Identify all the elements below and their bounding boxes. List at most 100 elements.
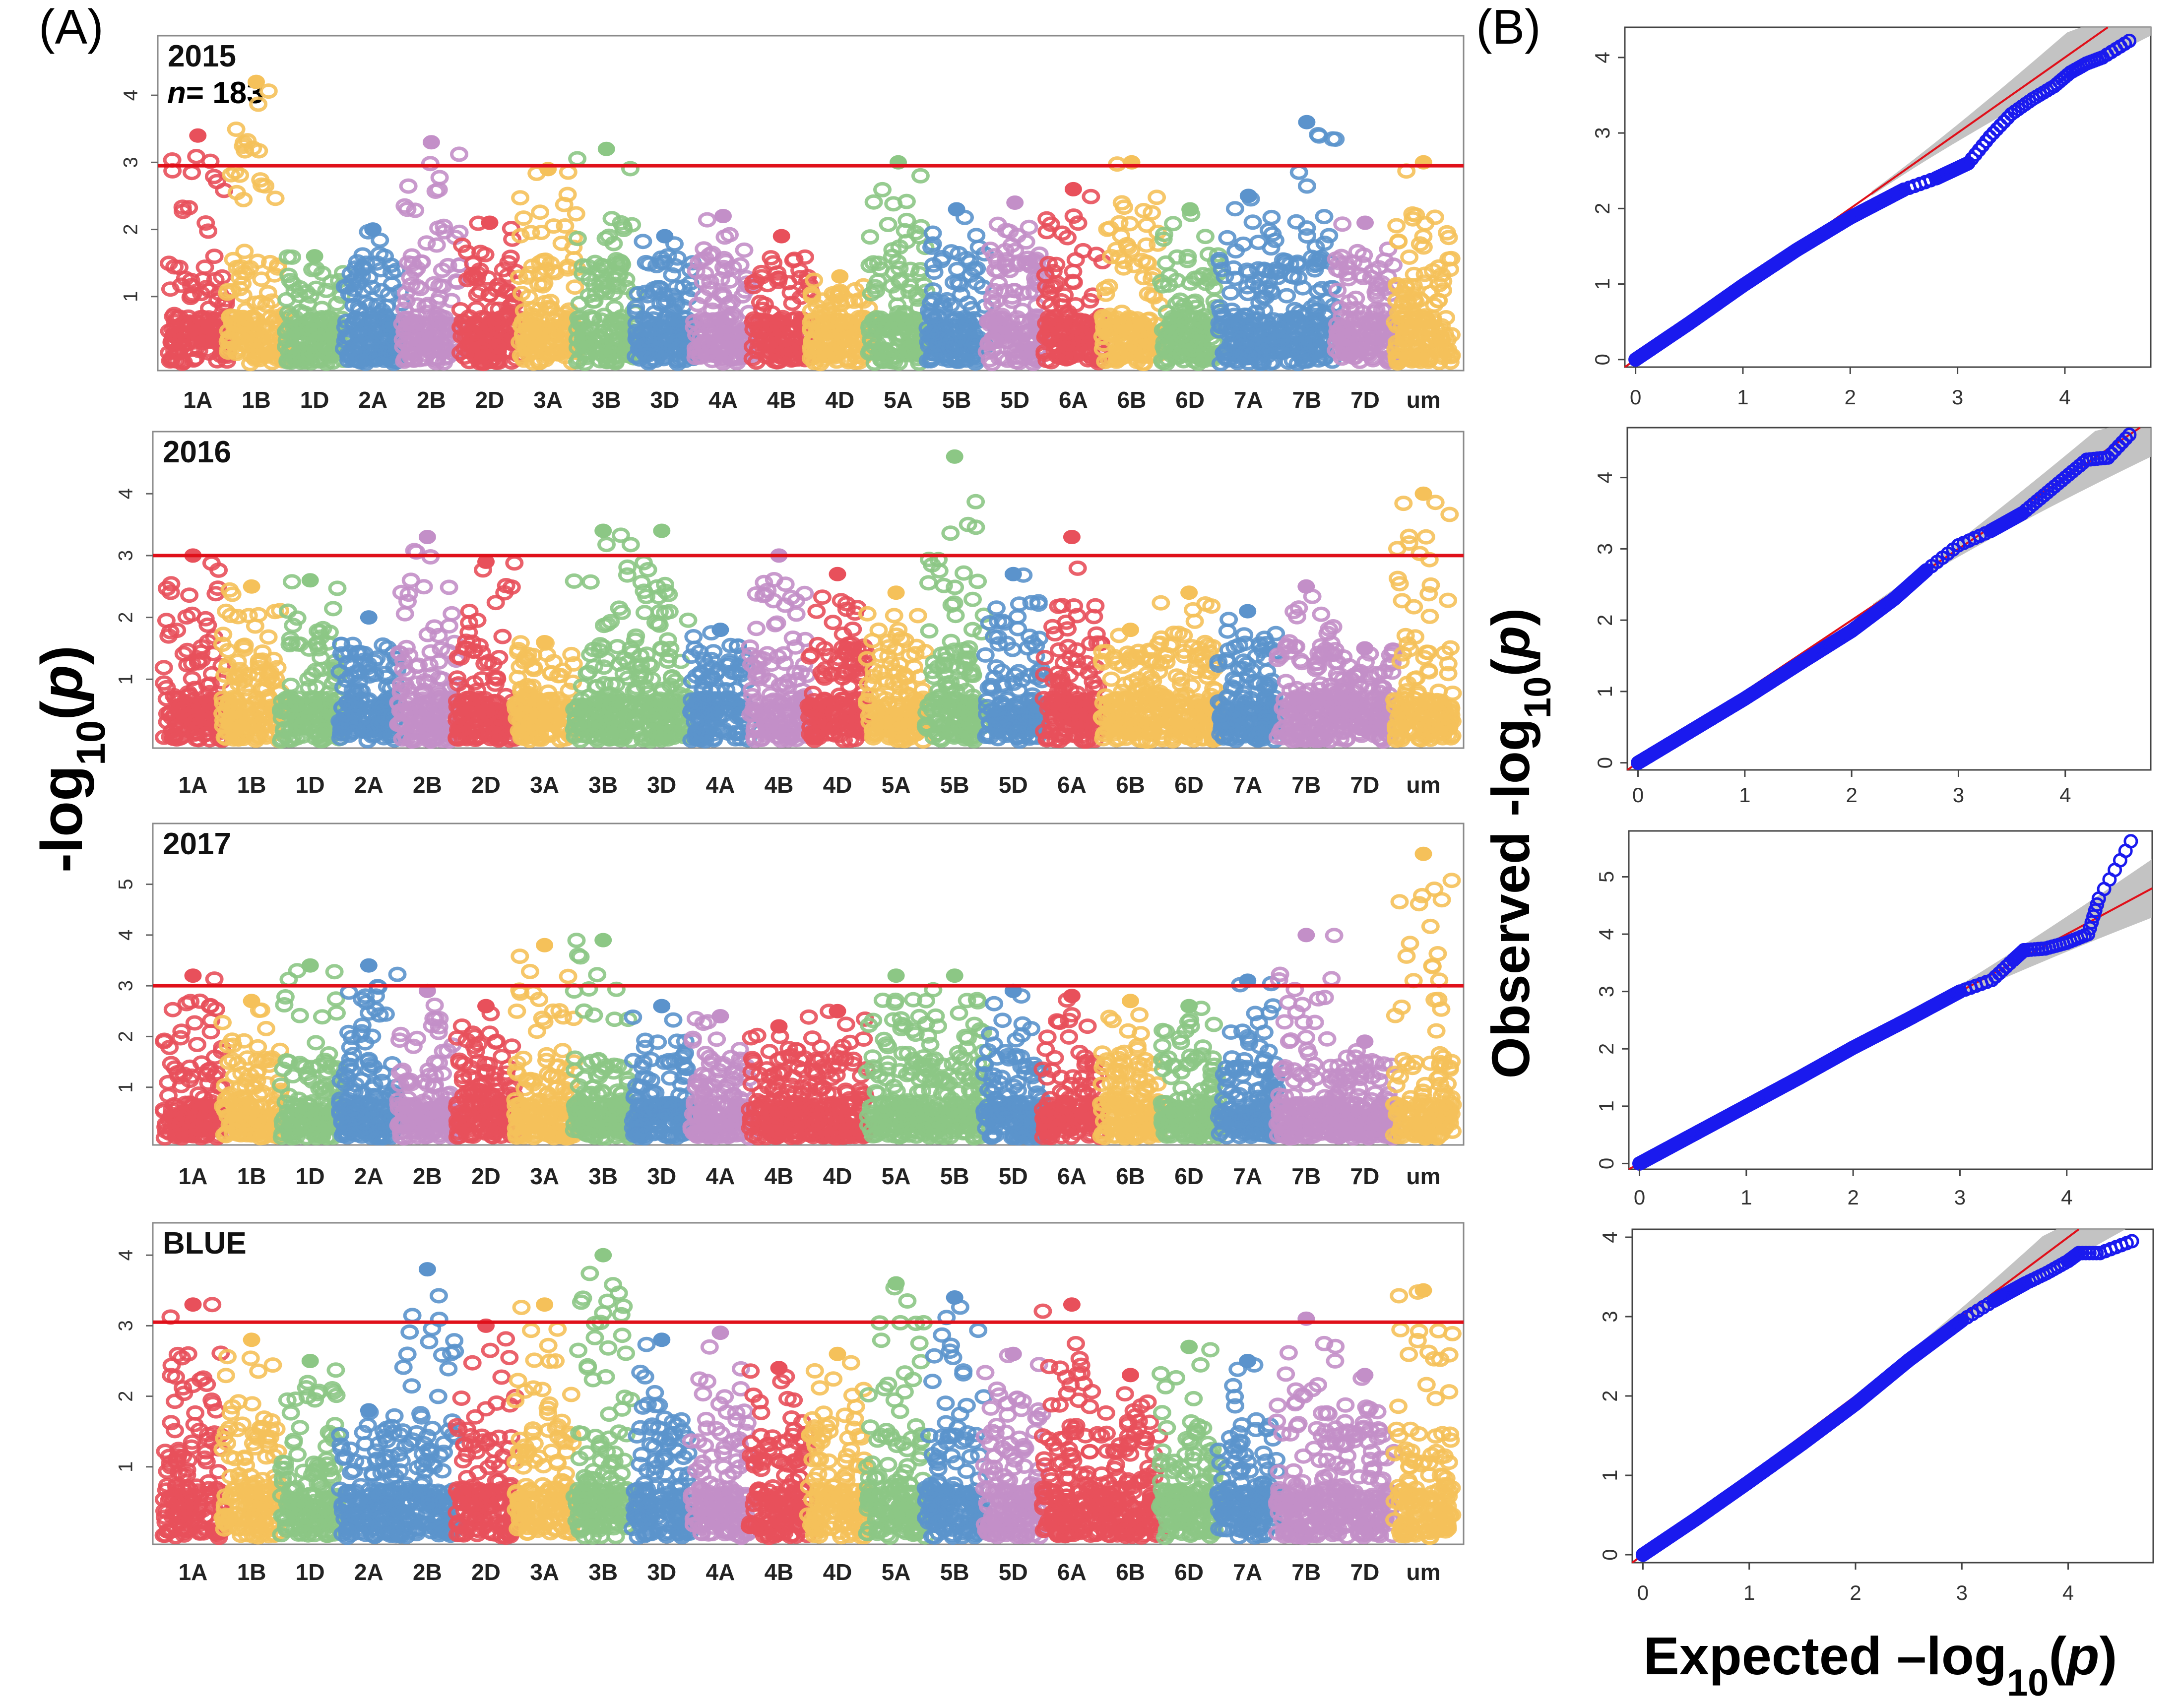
y-tick-label: 1 (120, 291, 142, 302)
manhattan-y-axis-label: -log10(p) (29, 645, 114, 873)
snp-marker (206, 272, 225, 288)
snp-marker (634, 234, 652, 250)
snp-marker (1020, 219, 1038, 235)
peak-snp-marker (597, 141, 615, 156)
snp-marker (187, 149, 206, 164)
chromosome-label: 7D (1350, 387, 1380, 413)
chromosome-label: 3A (533, 387, 563, 413)
chromosome-label: 1B (242, 387, 271, 413)
peak-snp-marker (306, 249, 323, 264)
snp-marker (180, 587, 199, 603)
y-tick-label: 1 (115, 674, 137, 685)
snp-marker (259, 83, 278, 99)
snp-marker (227, 185, 246, 200)
snp-marker (349, 327, 368, 343)
snp-marker (735, 242, 754, 258)
peak-snp-marker (1064, 182, 1082, 196)
snp-marker (359, 345, 378, 361)
snp-marker (370, 246, 389, 262)
chromosome-label: um (1407, 387, 1441, 413)
snp-marker (430, 289, 449, 305)
snp-marker (192, 286, 211, 302)
snp-marker (618, 559, 637, 575)
snp-marker (203, 319, 222, 335)
chromosome-label: 2B (413, 772, 442, 798)
chromosome-markers-2A (334, 222, 411, 371)
snp-marker (635, 605, 654, 621)
peak-snp-marker (243, 579, 260, 594)
y-tick-label: 3 (115, 550, 137, 561)
snp-marker (348, 254, 367, 270)
snp-marker (236, 315, 255, 331)
peak-snp-marker (948, 202, 965, 217)
chromosome-label: 6D (1175, 387, 1205, 413)
snp-marker (227, 317, 246, 333)
chromosome-label: 4D (825, 387, 854, 413)
snp-marker (486, 595, 505, 611)
snp-marker (313, 265, 332, 281)
chromosome-label: 1A (183, 387, 212, 413)
snp-marker (435, 224, 454, 240)
y-tick-label: 4 (115, 488, 137, 499)
snp-marker (248, 253, 267, 269)
y-tick-label: 4 (120, 90, 142, 101)
snp-marker (407, 279, 426, 294)
snp-marker (1221, 285, 1240, 301)
snp-marker (493, 629, 512, 644)
chromosome-markers-3A (510, 162, 586, 371)
snp-marker (327, 296, 346, 312)
snp-marker (259, 629, 278, 645)
snp-marker (1387, 218, 1406, 234)
snp-marker (396, 351, 415, 367)
snp-marker (235, 244, 254, 259)
chromosome-label: 5A (884, 387, 913, 413)
snp-marker (398, 311, 417, 326)
snp-marker (222, 167, 241, 183)
snp-marker (1315, 209, 1334, 225)
snp-marker (565, 573, 583, 589)
snp-marker (193, 334, 212, 350)
snp-marker (401, 572, 420, 588)
snp-marker (1196, 229, 1215, 245)
snp-marker (341, 349, 360, 365)
snp-marker (205, 249, 224, 264)
snp-marker (426, 184, 445, 199)
y-tick-label: 2 (120, 224, 142, 235)
snp-marker (1278, 288, 1296, 304)
snp-marker (280, 319, 299, 335)
plot-frame (157, 35, 1465, 372)
snp-marker (249, 96, 268, 112)
chromosome-label: 7A (1234, 387, 1263, 413)
snp-marker (362, 279, 381, 295)
chromosome-label: 2B (417, 387, 446, 413)
peak-snp-marker (248, 74, 265, 89)
snp-marker (1156, 255, 1175, 271)
snp-marker (173, 199, 192, 215)
snp-marker (324, 601, 342, 617)
y-tick-label: 2 (115, 612, 137, 623)
peak-snp-marker (1006, 195, 1024, 210)
chromosome-label: 1A (179, 772, 208, 798)
snp-marker (303, 262, 322, 277)
peak-snp-marker (714, 209, 732, 223)
snp-marker (514, 210, 533, 226)
qq-y-axis-label: Observed -log10(p) (1480, 608, 1559, 1079)
snp-marker (238, 133, 257, 149)
chromosome-label: 2A (354, 772, 384, 798)
snp-marker (382, 264, 401, 280)
snp-marker (180, 317, 198, 333)
snp-marker (193, 310, 212, 325)
snp-marker (566, 279, 584, 295)
peak-snp-marker (536, 635, 554, 649)
peak-snp-marker (653, 523, 671, 538)
snp-marker (353, 268, 371, 284)
snp-marker (911, 168, 930, 184)
snp-marker (864, 194, 883, 210)
chromosome-label: 7B (1292, 387, 1321, 413)
snp-marker (338, 279, 357, 295)
snp-marker (417, 235, 436, 251)
snp-marker (873, 182, 892, 197)
peak-snp-marker (360, 610, 378, 625)
snp-marker (531, 204, 550, 220)
